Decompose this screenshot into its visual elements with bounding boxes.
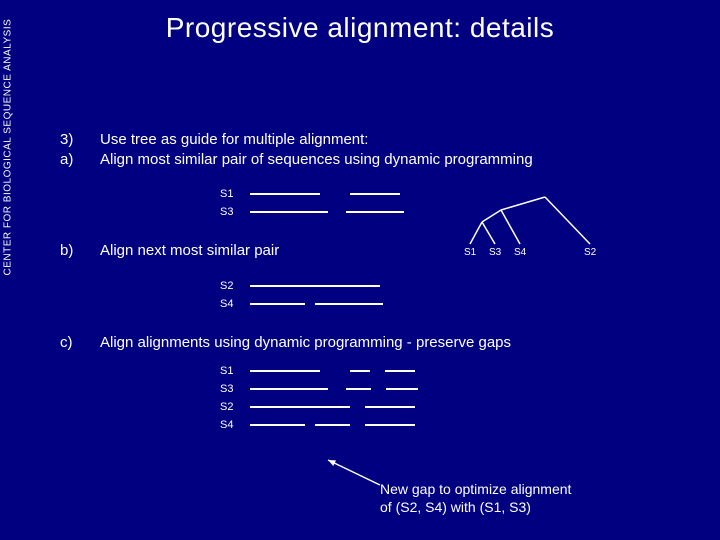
sequence-segment — [250, 193, 320, 195]
sequence-segment — [250, 211, 328, 213]
sidebar-org-label: CENTER FOR BIOLOGICAL SEQUENCE ANALYSIS — [3, 19, 14, 276]
sequence-gap — [320, 370, 350, 372]
sequence-label: S2 — [220, 401, 250, 413]
sequence-segment — [350, 370, 370, 372]
sequence-gap — [350, 406, 365, 408]
sequence-segment — [250, 424, 305, 426]
tree-svg: S1 S3 S4 S2 — [460, 192, 630, 257]
sequence-segment — [350, 193, 400, 195]
sequence-gap — [370, 370, 385, 372]
guide-tree: S1S3S4S2 — [460, 192, 630, 252]
svg-text:S3: S3 — [489, 247, 502, 257]
annotation-line1: New gap to optimize alignment — [380, 480, 571, 498]
sequence-row: S4 — [220, 416, 700, 434]
text-b: Align next most similar pair — [100, 241, 279, 261]
svg-text:S2: S2 — [584, 247, 597, 257]
sequence-row: S1 — [220, 362, 700, 380]
text-a-line1: Use tree as guide for multiple alignment… — [100, 130, 533, 150]
gap-annotation: New gap to optimize alignment of (S2, S4… — [380, 480, 571, 516]
text-c: Align alignments using dynamic programmi… — [100, 333, 511, 353]
sequence-label: S1 — [220, 365, 250, 377]
text-a-line2: Align most similar pair of sequences usi… — [100, 150, 533, 170]
annotation-line2: of (S2, S4) with (S1, S3) — [380, 498, 571, 516]
sequence-row: S2 — [220, 398, 700, 416]
section-a-text: Use tree as guide for multiple alignment… — [100, 130, 533, 169]
sequence-segment — [250, 406, 350, 408]
section-a-header: 3) a) Use tree as guide for multiple ali… — [60, 130, 700, 169]
sequence-segment — [365, 406, 415, 408]
alignment-b: S2 S4 — [220, 277, 700, 313]
label-b: b) — [60, 241, 100, 261]
sequence-label: S3 — [220, 206, 250, 218]
sequence-segment — [385, 370, 415, 372]
label-3: 3) — [60, 130, 100, 150]
sequence-gap — [371, 388, 386, 390]
label-c: c) — [60, 333, 100, 353]
section-a-labels: 3) a) — [60, 130, 100, 169]
sequence-segment — [315, 424, 350, 426]
sequence-gap — [320, 193, 350, 195]
sequence-gap — [328, 211, 346, 213]
sequence-segment — [346, 388, 371, 390]
sequence-gap — [328, 388, 346, 390]
sequence-segment — [250, 303, 305, 305]
sequence-segment — [250, 370, 320, 372]
sequence-gap — [305, 303, 315, 305]
sequence-segment — [315, 303, 383, 305]
sequence-label: S3 — [220, 383, 250, 395]
sequence-gap — [350, 424, 365, 426]
sequence-segment — [365, 424, 415, 426]
svg-text:S1: S1 — [464, 247, 477, 257]
sequence-gap — [305, 424, 315, 426]
sequence-label: S1 — [220, 188, 250, 200]
sequence-row: S4 — [220, 295, 700, 313]
sequence-label: S4 — [220, 298, 250, 310]
sequence-row: S3 — [220, 380, 700, 398]
sequence-segment — [250, 285, 380, 287]
sequence-segment — [386, 388, 418, 390]
section-c-header: c) Align alignments using dynamic progra… — [60, 333, 700, 353]
sequence-row: S2 — [220, 277, 700, 295]
page-title: Progressive alignment: details — [0, 0, 720, 44]
main-content: 3) a) Use tree as guide for multiple ali… — [60, 130, 700, 442]
sequence-label: S2 — [220, 280, 250, 292]
sequence-label: S4 — [220, 419, 250, 431]
alignment-c: S1 S3 S2 S4 — [220, 362, 700, 434]
sequence-segment — [250, 388, 328, 390]
sequence-segment — [346, 211, 404, 213]
svg-text:S4: S4 — [514, 247, 527, 257]
label-a: a) — [60, 150, 100, 170]
